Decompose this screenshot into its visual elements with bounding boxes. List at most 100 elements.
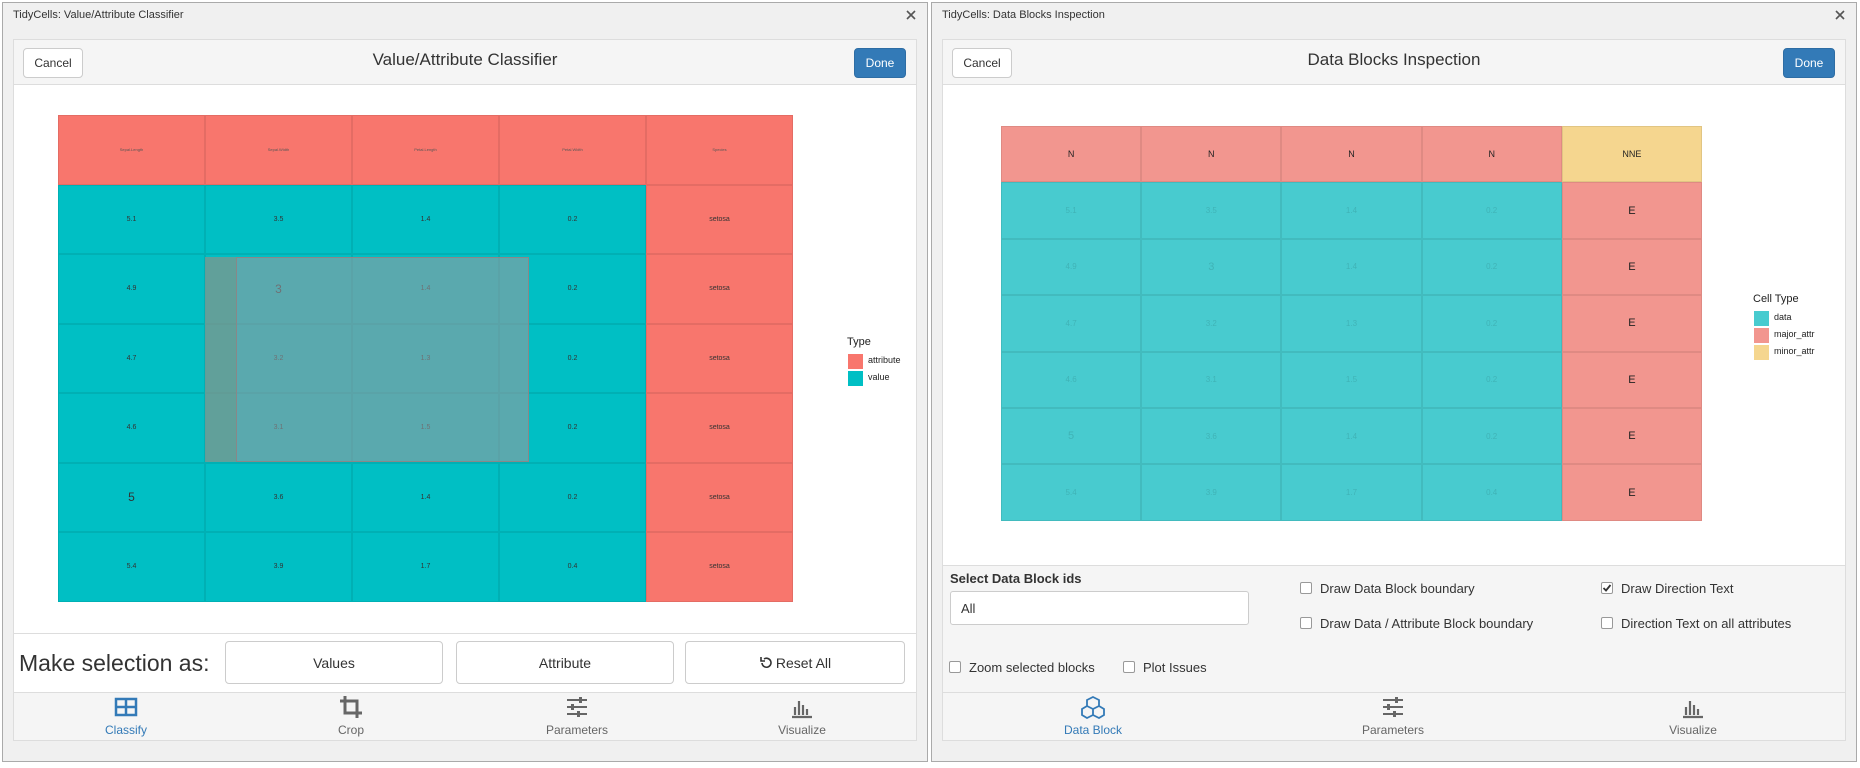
grid-cell: E	[1561, 182, 1702, 239]
checkbox[interactable]	[1123, 661, 1135, 673]
grid-cell: 0.2	[1421, 351, 1562, 408]
checkbox[interactable]	[949, 661, 961, 673]
grid-cell: 5.4	[1001, 464, 1142, 521]
legend-label: major_attr	[1774, 329, 1815, 339]
legend-title: Cell Type	[1753, 293, 1799, 305]
checkbox[interactable]	[1300, 582, 1312, 594]
grid-cell: 3	[1141, 238, 1282, 296]
tab-label[interactable]: Parameters	[1361, 723, 1425, 737]
grid-cell: 4.9	[58, 254, 205, 324]
grid-cell: 0.4	[499, 532, 646, 602]
checkbox[interactable]	[1601, 582, 1613, 594]
grid-cell: setosa	[646, 184, 793, 254]
grid-cell: 5.1	[58, 184, 205, 254]
grid-cell: 3.9	[205, 532, 352, 602]
checkbox[interactable]	[1601, 617, 1613, 629]
tab-label[interactable]: Crop	[337, 723, 364, 737]
selection-area	[236, 257, 529, 462]
checkbox-label[interactable]: Draw Data Block boundary	[1320, 581, 1475, 596]
close-icon	[1835, 10, 1845, 20]
window-title: TidyCells: Value/Attribute Classifier	[13, 9, 184, 21]
selection-label: Make selection as:	[19, 650, 210, 676]
tab-icon	[792, 701, 812, 719]
tab-icon	[1081, 695, 1105, 719]
checkbox-label[interactable]: Draw Data / Attribute Block boundary	[1320, 616, 1534, 631]
tab-icon	[567, 697, 587, 717]
grid-cell: 4.6	[58, 393, 205, 463]
grid-cell: 4.6	[1001, 351, 1142, 408]
grid-header-cell: Species	[646, 115, 793, 185]
grid-cell: setosa	[646, 532, 793, 602]
grid-cell: 1.4	[352, 462, 499, 532]
grid-header-cell: N	[1001, 126, 1142, 183]
grid-header-cell: Petal.Width	[499, 115, 646, 185]
tab-label[interactable]: Data Block	[1063, 723, 1123, 737]
legend-swatch	[1754, 311, 1769, 326]
grid-cell: 5.4	[58, 532, 205, 602]
cancel-button[interactable]: Cancel	[23, 48, 83, 78]
grid-cell: setosa	[646, 462, 793, 532]
legend-label: minor_attr	[1774, 346, 1815, 356]
grid-cell: 1.4	[1281, 408, 1422, 465]
grid-cell: 0.4	[1421, 464, 1562, 521]
separator	[14, 633, 916, 634]
check-mark	[1602, 584, 1612, 592]
checkbox-label[interactable]: Zoom selected blocks	[969, 660, 1095, 675]
grid-cell: 1.5	[1281, 351, 1422, 408]
window: TidyCells: Data Blocks Inspection Cancel D…	[931, 2, 1857, 762]
select-input[interactable]: All	[950, 591, 1249, 625]
grid-cell: E	[1561, 464, 1702, 521]
checkbox[interactable]	[1300, 617, 1312, 629]
grid-cell: setosa	[646, 393, 793, 463]
grid-cell: 0.2	[1421, 238, 1562, 296]
tab-label[interactable]: Visualize	[1669, 723, 1717, 737]
grid-cell: 1.4	[352, 184, 499, 254]
close-icon	[906, 10, 916, 20]
tab-label[interactable]: Visualize	[778, 723, 826, 737]
grid-cell: 0.2	[499, 184, 646, 254]
grid-cell: setosa	[646, 323, 793, 393]
grid-header-cell: Sepal.Width	[205, 115, 352, 185]
grid-cell: setosa	[646, 254, 793, 324]
legend-swatch	[848, 371, 863, 386]
window: TidyCells: Value/Attribute Classifier Can…	[2, 2, 928, 762]
selection-button[interactable]: Reset All	[685, 641, 905, 684]
tab-icon	[1683, 701, 1703, 719]
grid-cell: E	[1561, 351, 1702, 408]
grid-cell: 1.7	[352, 532, 499, 602]
grid-header-cell: Petal.Length	[352, 115, 499, 185]
tab-icon	[340, 696, 362, 718]
grid-cell: 1.4	[1281, 238, 1422, 296]
grid-cell: 3.6	[205, 462, 352, 532]
cancel-button[interactable]: Cancel	[952, 48, 1012, 78]
checkbox-label[interactable]: Plot Issues	[1143, 660, 1207, 675]
grid-cell: 1.3	[1281, 295, 1422, 352]
tab-bar	[14, 692, 916, 740]
done-button[interactable]: Done	[1783, 48, 1835, 78]
checkbox-label[interactable]: Draw Direction Text	[1621, 581, 1734, 596]
header-bar	[14, 40, 916, 85]
selection-strip	[205, 257, 236, 462]
grid-header-cell: N	[1141, 126, 1282, 183]
legend-swatch	[848, 354, 863, 369]
grid-cell: 1.4	[1281, 182, 1422, 239]
grid-cell: 4.9	[1001, 238, 1142, 296]
tab-label[interactable]: Classify	[104, 723, 147, 737]
grid-header-cell: NNE	[1561, 126, 1702, 183]
selection-button[interactable]: Attribute	[456, 641, 674, 684]
legend-swatch	[1754, 345, 1769, 360]
tab-label[interactable]: Parameters	[545, 723, 609, 737]
header-bar	[943, 40, 1845, 85]
window-title: TidyCells: Data Blocks Inspection	[942, 9, 1105, 21]
grid-cell: 3.5	[1141, 182, 1282, 239]
panel: Cancel Value/Attribute Classifier Done Clas…	[13, 39, 917, 741]
panel: Cancel Data Blocks Inspection Done Data Blo…	[942, 39, 1846, 741]
grid-cell: E	[1561, 408, 1702, 465]
grid-cell: 4.7	[58, 323, 205, 393]
grid-cell: 3.6	[1141, 408, 1282, 465]
done-button[interactable]: Done	[854, 48, 906, 78]
legend-label: attribute	[868, 355, 901, 365]
checkbox-label[interactable]: Direction Text on all attributes	[1621, 616, 1792, 631]
selection-button[interactable]: Values	[225, 641, 443, 684]
